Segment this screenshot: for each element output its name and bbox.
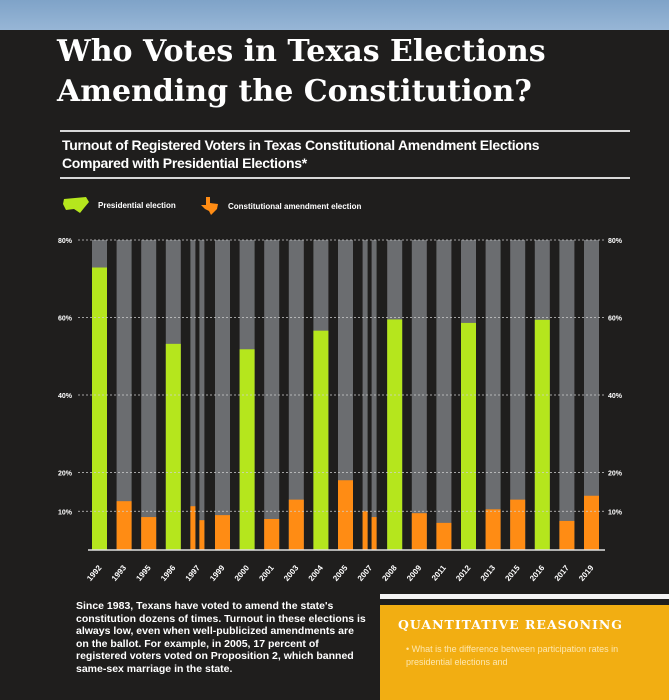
y-tick-label-left: 60%	[58, 316, 73, 323]
y-tick-label-right: 20%	[608, 471, 623, 478]
title-line-2: Amending the Constitution?	[57, 74, 532, 109]
x-tick-label: 2007	[356, 563, 375, 583]
legend-label: Presidential election	[98, 200, 176, 210]
bar-amendment-2007-1	[362, 511, 368, 550]
x-tick-label: 1995	[134, 563, 153, 583]
background-bar	[510, 240, 526, 550]
bar-amendment-2005	[338, 480, 353, 550]
bar-amendment-2017	[559, 520, 575, 550]
legend-presidential: Presidential election	[62, 196, 176, 214]
legend-amendment: Constitutional amendment election	[200, 196, 361, 216]
qr-question: • What is the difference between partici…	[406, 644, 619, 667]
background-bar	[338, 240, 353, 550]
y-tick-label-right: 40%	[608, 393, 623, 400]
background-bar	[362, 240, 368, 550]
legend-label: Constitutional amendment election	[228, 201, 362, 211]
chart-subtitle: Turnout of Registered Voters in Texas Co…	[62, 136, 632, 172]
x-tick-label: 2011	[430, 563, 448, 583]
bar-presidential-1996	[165, 343, 181, 550]
divider	[60, 177, 630, 179]
bar-chart: 1992 1993 1995 1996 1997 1999 2000 2001 2003 2004…	[58, 238, 623, 583]
x-tick-label: 2013	[479, 563, 498, 583]
x-tick-label: 2000	[233, 563, 252, 583]
y-tick-label-left: 10%	[58, 509, 73, 516]
x-tick-label: 1992	[85, 563, 104, 583]
bar-presidential-1992	[92, 267, 107, 550]
x-tick-label: 2004	[307, 563, 326, 583]
quantitative-reasoning-box: QUANTITATIVE REASONING • What is the dif…	[380, 605, 669, 700]
x-tick-label: 2012	[454, 563, 473, 583]
x-tick-label: 2005	[331, 563, 350, 583]
bar-amendment-2019	[584, 495, 599, 550]
qr-question-text: What is the difference between participa…	[406, 644, 619, 667]
body-text: Since 1983, Texans have voted to amend t…	[76, 600, 366, 675]
bar-amendment-2003	[288, 499, 304, 550]
page-title: Who Votes in Texas Elections Amending th…	[57, 32, 657, 112]
background-bar	[485, 240, 501, 550]
background-bar	[141, 240, 157, 550]
bar-amendment-2011	[436, 522, 452, 550]
x-tick-label: 2003	[282, 563, 301, 583]
background-bar	[288, 240, 304, 550]
bar-amendment-1995	[141, 517, 157, 550]
bar-amendment-1993	[116, 501, 132, 550]
subtitle-line-2: Compared with Presidential Elections*	[62, 155, 307, 171]
divider	[380, 594, 669, 599]
bar-amendment-1999	[215, 515, 230, 550]
y-tick-label-right: 60%	[608, 316, 623, 323]
bar-presidential-2012	[461, 322, 476, 550]
bar-presidential-2004	[313, 330, 329, 550]
y-tick-label-right: 10%	[608, 509, 623, 516]
bar-presidential-2016	[534, 319, 550, 550]
x-tick-label: 2015	[503, 563, 522, 583]
title-line-1: Who Votes in Texas Elections	[57, 34, 546, 69]
x-tick-label: 1997	[184, 563, 203, 583]
bar-amendment-1997-2	[199, 520, 205, 550]
background-bar	[190, 240, 196, 550]
x-tick-label: 1993	[110, 563, 129, 583]
y-tick-label-left: 20%	[58, 471, 73, 478]
background-bar	[199, 240, 205, 550]
bar-amendment-1997-1	[190, 506, 196, 550]
us-map-icon	[63, 197, 89, 213]
divider	[60, 130, 630, 132]
x-tick-label: 1996	[159, 563, 178, 583]
y-tick-label-left: 80%	[58, 238, 73, 245]
bar-presidential-2000	[239, 349, 255, 550]
bar-amendment-2007-2	[371, 517, 377, 550]
texas-map-icon	[201, 197, 218, 215]
x-tick-label: 2001	[257, 563, 276, 583]
bar-presidential-2008	[387, 319, 403, 550]
bar-amendment-2009	[411, 513, 427, 550]
x-tick-label: 1999	[208, 563, 227, 583]
bar-amendment-2015	[510, 499, 526, 550]
background-top-band	[0, 0, 669, 30]
x-tick-label: 2008	[380, 563, 399, 583]
bar-amendment-2001	[264, 519, 280, 550]
bar-amendment-2013	[485, 509, 501, 550]
y-tick-label-right: 80%	[608, 238, 623, 245]
x-tick-label: 2019	[577, 563, 596, 583]
x-tick-label: 2009	[405, 563, 424, 583]
qr-heading: QUANTITATIVE REASONING	[398, 617, 623, 632]
x-tick-label: 2016	[528, 563, 547, 583]
subtitle-line-1: Turnout of Registered Voters in Texas Co…	[62, 137, 540, 153]
x-tick-label: 2017	[553, 563, 572, 583]
y-tick-label-left: 40%	[58, 393, 73, 400]
